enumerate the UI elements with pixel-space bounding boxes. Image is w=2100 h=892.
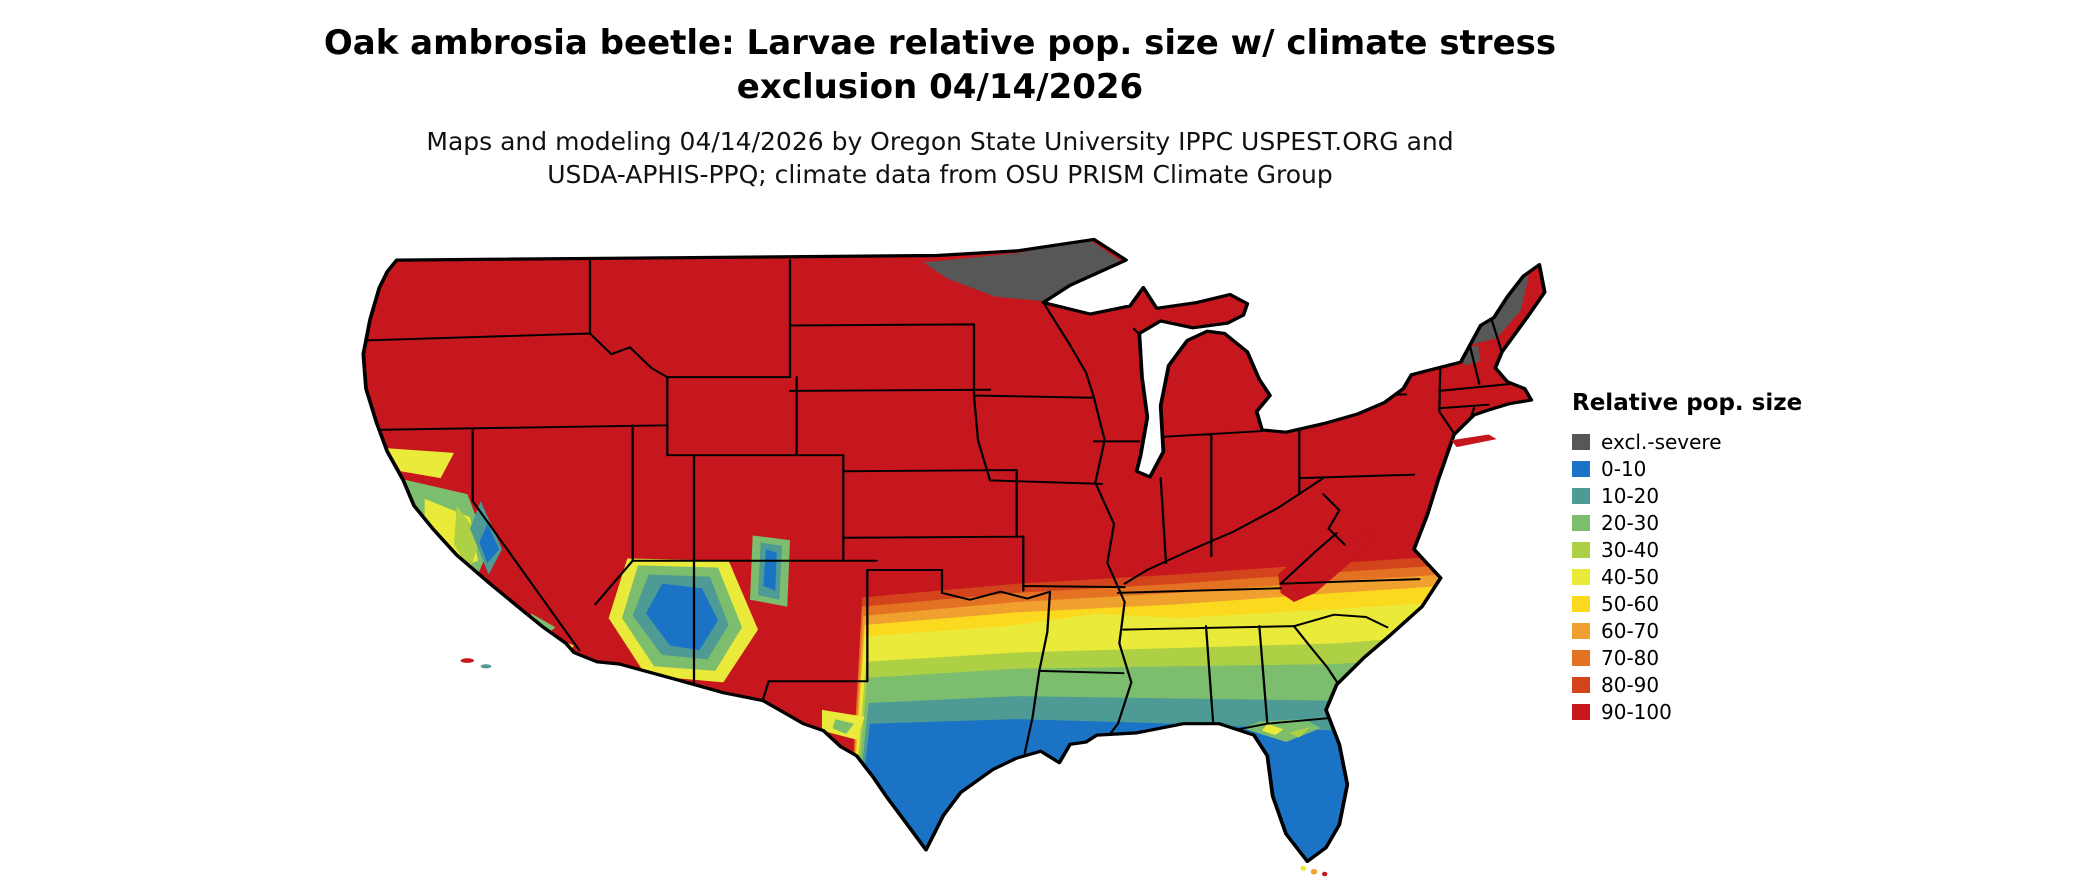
legend-swatch-0-10 <box>1572 460 1590 477</box>
population-bands <box>843 549 1545 862</box>
florida-key-2 <box>1310 868 1318 875</box>
legend-item: 80-90 <box>1572 671 1802 698</box>
legend-label: 60-70 <box>1601 618 1660 643</box>
patch-sierra-blue <box>479 524 500 564</box>
figure-subtitle: Maps and modeling 04/14/2026 by Oregon S… <box>40 125 1840 191</box>
legend-item: 20-30 <box>1572 509 1802 536</box>
legend-swatch-40-50 <box>1572 568 1590 585</box>
patch-socal-blue <box>518 634 550 660</box>
patch-nm-blue-strip <box>763 549 777 591</box>
subtitle-line1: Maps and modeling 04/14/2026 by Oregon S… <box>426 127 1454 157</box>
state-borders <box>364 259 1512 755</box>
legend-item: 30-40 <box>1572 536 1802 563</box>
legend-label: 10-20 <box>1601 483 1660 508</box>
legend-swatch-60-70 <box>1572 622 1590 639</box>
legend-swatch-20-30 <box>1572 514 1590 531</box>
legend-item: 40-50 <box>1572 563 1802 590</box>
channel-island-2 <box>480 664 492 669</box>
legend-swatch-50-60 <box>1572 595 1590 612</box>
legend-label: excl.-severe <box>1601 429 1722 454</box>
us-map-container <box>270 205 1570 892</box>
legend-item: 10-20 <box>1572 482 1802 509</box>
appalachian-red-tongue <box>1278 533 1372 603</box>
legend-swatch-90-100 <box>1572 703 1590 720</box>
legend-item: 60-70 <box>1572 617 1802 644</box>
legend-label: 0-10 <box>1601 456 1647 481</box>
page-title-line2: exclusion 04/14/2026 <box>736 66 1144 107</box>
patch-ca-yellowgreen <box>454 505 481 570</box>
legend-item: excl.-severe <box>1572 428 1802 455</box>
legend-item: 70-80 <box>1572 644 1802 671</box>
us-choropleth-map <box>361 237 1547 877</box>
us-outline <box>361 237 1547 863</box>
legend-label: 50-60 <box>1601 591 1660 616</box>
florida-key-1 <box>1300 865 1307 871</box>
legend-label: 20-30 <box>1601 510 1660 535</box>
map-legend: Relative pop. size excl.-severe 0-10 10-… <box>1572 390 1802 725</box>
legend-swatch-80-90 <box>1572 676 1590 693</box>
legend-label: 30-40 <box>1601 537 1660 562</box>
legend-label: 90-100 <box>1601 699 1672 724</box>
long-island <box>1451 434 1497 448</box>
legend-label: 40-50 <box>1601 564 1660 589</box>
patch-north-florida-yellowgreen <box>1288 727 1310 738</box>
legend-label: 70-80 <box>1601 645 1660 670</box>
legend-swatch-10-20 <box>1572 487 1590 504</box>
legend-swatch-70-80 <box>1572 649 1590 666</box>
florida-key-3 <box>1322 871 1328 877</box>
coastal-islands <box>460 434 1497 877</box>
patch-north-florida-yellow <box>1262 723 1284 736</box>
legend-item: 90-100 <box>1572 698 1802 725</box>
legend-item: 0-10 <box>1572 455 1802 482</box>
legend-swatch-excl-severe <box>1572 433 1590 450</box>
map-fill-layers <box>363 239 1545 862</box>
channel-island-1 <box>460 658 474 663</box>
legend-item: 50-60 <box>1572 590 1802 617</box>
subtitle-line2: USDA-APHIS-PPQ; climate data from OSU PR… <box>547 160 1333 190</box>
legend-title: Relative pop. size <box>1572 390 1803 416</box>
patch-bigbend-green <box>832 719 854 735</box>
band-0-10 <box>843 705 1545 862</box>
figure-header: Oak ambrosia beetle: Larvae relative pop… <box>40 22 1840 191</box>
legend-swatch-30-40 <box>1572 541 1590 558</box>
patch-az-blue-core <box>646 583 718 651</box>
legend-label: 80-90 <box>1601 672 1660 697</box>
patch-norcal-yellow <box>387 448 454 479</box>
page-title-line1: Oak ambrosia beetle: Larvae relative pop… <box>323 23 1557 63</box>
